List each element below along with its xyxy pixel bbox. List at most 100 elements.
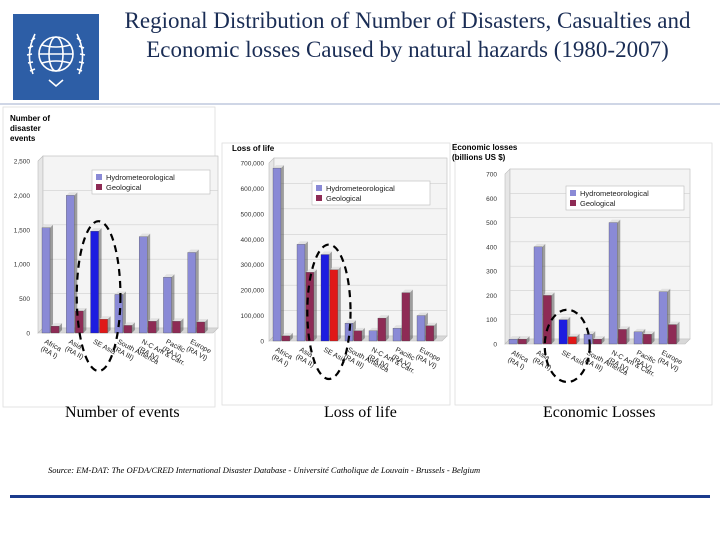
bar-top bbox=[148, 318, 160, 322]
bar-top bbox=[172, 318, 184, 322]
y-tick-label: 600,000 bbox=[241, 186, 265, 193]
bar-top bbox=[297, 241, 308, 245]
bar-top bbox=[609, 219, 621, 223]
bar-geo-0 bbox=[50, 325, 60, 334]
bar-top bbox=[534, 243, 546, 247]
bar-hydro-2 bbox=[558, 319, 568, 345]
y-tick-label: 600 bbox=[486, 196, 497, 203]
y-tick-label: 500,000 bbox=[241, 211, 265, 218]
bar-geo-1 bbox=[305, 272, 314, 342]
title-divider bbox=[0, 103, 720, 105]
bar-top bbox=[51, 323, 63, 327]
bar-hydro-1 bbox=[533, 246, 543, 345]
bar-top bbox=[281, 332, 293, 336]
legend-swatch bbox=[316, 195, 322, 201]
legend-box bbox=[565, 185, 685, 211]
y-tick-label: 300 bbox=[486, 269, 497, 276]
caption-loss: Loss of life bbox=[324, 404, 397, 421]
bar-side bbox=[59, 323, 63, 333]
bar-side bbox=[107, 316, 111, 333]
legend-swatch bbox=[316, 185, 322, 191]
legend-label: Geological bbox=[326, 194, 362, 203]
bar-top bbox=[593, 336, 605, 340]
bar-hydro-6 bbox=[416, 315, 426, 342]
bar-geo-0 bbox=[281, 335, 290, 342]
legend-box bbox=[311, 180, 431, 206]
bar-side bbox=[361, 327, 365, 341]
y-tick-label: 0 bbox=[26, 331, 30, 338]
legend-label: Hydrometeorological bbox=[106, 173, 175, 182]
bar-side bbox=[526, 336, 530, 344]
y-tick-label: 300,000 bbox=[241, 262, 265, 269]
wmo-emblem-icon bbox=[26, 33, 86, 88]
bar-side bbox=[626, 326, 630, 344]
bar-geo-2 bbox=[99, 319, 108, 334]
bar-top bbox=[353, 327, 365, 331]
bar-side bbox=[204, 318, 208, 333]
bar-hydro-1 bbox=[66, 195, 75, 334]
highlight-ellipse bbox=[306, 243, 352, 381]
bar-side bbox=[83, 307, 87, 333]
bar-hydro-5 bbox=[633, 331, 643, 345]
legend-swatch bbox=[570, 190, 576, 196]
bar-top bbox=[417, 312, 428, 316]
bar-top bbox=[321, 251, 332, 255]
legend-box bbox=[91, 169, 211, 195]
bar-hydro-1 bbox=[296, 244, 306, 342]
bar-top bbox=[99, 316, 111, 320]
chart-1: Loss of life 0 100,000 200,000 300,000 400,00… bbox=[221, 142, 451, 406]
highlight-ellipse bbox=[75, 220, 122, 373]
bar-side bbox=[156, 318, 160, 333]
bar-hydro-0 bbox=[41, 227, 51, 334]
y-axis-title: Economic losses bbox=[452, 143, 518, 152]
bar-top bbox=[273, 165, 284, 169]
y-tick-label: 200 bbox=[486, 293, 497, 300]
chart-2: Economic losses(billions US $) 0 100 200 300… bbox=[452, 142, 713, 406]
page-title: Regional Distribution of Number of Disas… bbox=[124, 8, 691, 62]
legend-label: Hydrometeorological bbox=[326, 184, 395, 193]
bar-top bbox=[543, 292, 555, 296]
bar-side bbox=[195, 249, 199, 333]
bar-geo-3 bbox=[593, 338, 602, 345]
bar-geo-4 bbox=[377, 317, 386, 342]
bar-top bbox=[329, 266, 341, 270]
y-tick-label: 500 bbox=[19, 296, 30, 303]
bar-geo-4 bbox=[618, 329, 627, 345]
y-tick-label: 400,000 bbox=[241, 237, 265, 244]
bar-hydro-4 bbox=[138, 236, 148, 334]
bar-geo-0 bbox=[518, 338, 527, 345]
y-axis-title: disaster bbox=[10, 124, 41, 133]
bar-side bbox=[409, 289, 413, 341]
bar-geo-6 bbox=[425, 325, 434, 342]
bar-side bbox=[131, 322, 135, 333]
y-axis-title: (billions US $) bbox=[452, 153, 506, 162]
bar-top bbox=[345, 320, 356, 324]
y-tick-label: 0 bbox=[260, 339, 264, 346]
bar-hydro-2 bbox=[320, 254, 330, 342]
bar-top bbox=[518, 336, 530, 340]
bar-geo-3 bbox=[123, 325, 133, 334]
bar-hydro-2 bbox=[90, 231, 99, 334]
bar-side bbox=[576, 333, 580, 344]
y-tick-label: 1,000 bbox=[14, 262, 31, 269]
y-tick-label: 2,500 bbox=[14, 159, 31, 166]
bar-geo-6 bbox=[196, 321, 205, 334]
bar-side bbox=[50, 224, 54, 333]
bar-top bbox=[377, 315, 389, 319]
bar-top bbox=[114, 291, 126, 295]
footer-divider bbox=[10, 495, 710, 498]
bar-side bbox=[180, 318, 184, 333]
y-tick-label: 700,000 bbox=[241, 161, 265, 168]
bar-geo-5 bbox=[643, 334, 652, 345]
bar-geo-4 bbox=[148, 321, 157, 334]
legend-label: Hydrometeorological bbox=[580, 189, 649, 198]
y-tick-label: 100 bbox=[486, 317, 497, 324]
y-tick-label: 0 bbox=[493, 342, 497, 349]
bar-top bbox=[659, 288, 671, 292]
y-tick-label: 1,500 bbox=[14, 227, 31, 234]
bar-top bbox=[668, 321, 680, 325]
y-tick-label: 2,000 bbox=[14, 193, 31, 200]
bar-top bbox=[139, 233, 151, 237]
bar-side bbox=[280, 165, 284, 341]
bar-side bbox=[651, 331, 655, 344]
